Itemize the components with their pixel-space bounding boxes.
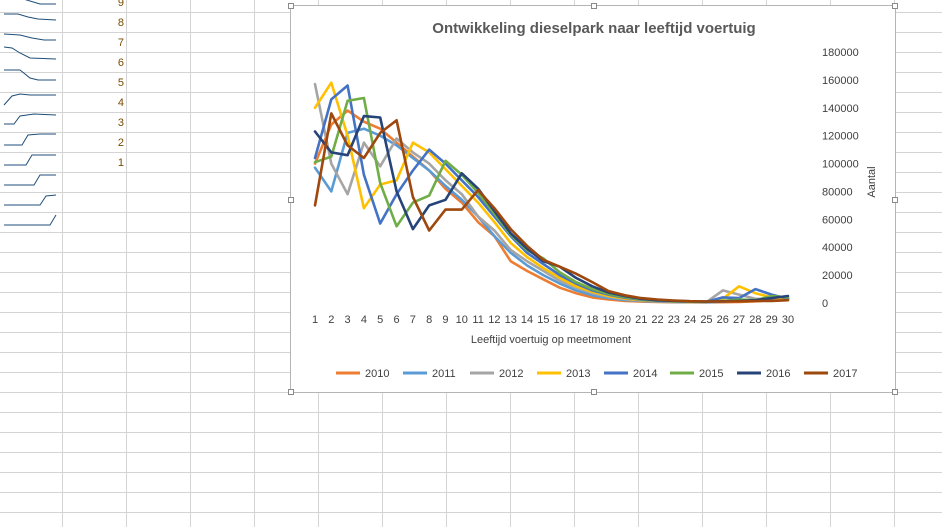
series-line-2017	[313, 112, 790, 303]
x-tick-label: 23	[668, 314, 680, 326]
x-tick-label: 18	[586, 314, 598, 326]
y-axis-title: Aantal	[866, 166, 878, 197]
legend-label-2012: 2012	[499, 368, 523, 380]
x-tick-label: 30	[782, 314, 794, 326]
resize-handle-bottom-left[interactable]	[288, 389, 294, 395]
cell-value: 5	[118, 77, 124, 89]
x-tick-label: 9	[442, 314, 448, 326]
x-tick-label: 16	[554, 314, 566, 326]
y-tick-label: 120000	[822, 131, 859, 143]
cell-value: 9	[118, 0, 124, 9]
x-tick-label: 20	[619, 314, 631, 326]
x-tick-label: 21	[635, 314, 647, 326]
y-tick-label: 0	[822, 298, 828, 310]
sparkline	[4, 174, 56, 186]
chart-title: Ontwikkeling dieselpark naar leeftijd vo…	[432, 20, 755, 37]
y-tick-label: 20000	[822, 270, 853, 282]
y-tick-label: 60000	[822, 214, 853, 226]
legend-label-2016: 2016	[766, 368, 790, 380]
sparkline	[4, 154, 56, 166]
sparkline	[4, 113, 57, 125]
sparkline	[4, 69, 56, 81]
x-tick-label: 8	[426, 314, 432, 326]
x-tick-label: 4	[361, 314, 367, 326]
chart-legend: 2010 2011 2012 2013 2014 2015 2016 2017	[336, 368, 857, 380]
legend-label-2013: 2013	[566, 368, 590, 380]
chart-area[interactable]: Ontwikkeling dieselpark naar leeftijd vo…	[288, 3, 898, 395]
x-tick-label: 11	[472, 314, 483, 326]
legend-label-2010: 2010	[365, 368, 389, 380]
x-tick-label: 27	[733, 314, 745, 326]
series-line-2014	[313, 84, 790, 304]
x-tick-label: 25	[700, 314, 712, 326]
x-tick-label: 13	[505, 314, 517, 326]
sparkline	[4, 194, 57, 206]
cell-value: 1	[118, 157, 124, 169]
x-tick-label: 29	[766, 314, 778, 326]
x-tick-label: 7	[410, 314, 416, 326]
resize-handle-bottom[interactable]	[591, 389, 597, 395]
resize-handle-top-right[interactable]	[892, 3, 898, 9]
x-axis-ticks: 1 2 3 4 5 6 7 8 9 10 11 12 13 14 15 16 17 18 19 20 21 22 23 24 2…	[312, 314, 794, 326]
y-tick-label: 40000	[822, 242, 853, 254]
cell-value: 7	[118, 37, 124, 49]
sparkline	[3, 93, 56, 106]
x-tick-label: 12	[488, 314, 500, 326]
cell-value: 3	[118, 117, 124, 129]
x-tick-label: 17	[570, 314, 582, 326]
x-tick-label: 14	[521, 314, 533, 326]
x-tick-label: 24	[684, 314, 696, 326]
x-tick-label: 15	[537, 314, 549, 326]
y-axis-ticks: 180000 160000 140000 120000 100000 80000 60000…	[822, 47, 859, 310]
sparkline	[4, 133, 56, 146]
resize-handle-top-left[interactable]	[288, 3, 294, 9]
y-tick-label: 100000	[822, 159, 859, 171]
resize-handle-bottom-right[interactable]	[892, 389, 898, 395]
x-tick-label: 3	[345, 314, 351, 326]
x-tick-label: 1	[312, 314, 318, 326]
sparkline	[3, 46, 57, 60]
y-tick-label: 160000	[822, 75, 859, 87]
legend-label-2017: 2017	[833, 368, 857, 380]
sparkline	[3, 33, 56, 41]
x-tick-label: 5	[377, 314, 383, 326]
cell-value: 4	[118, 97, 124, 109]
sparkline	[4, 214, 57, 226]
x-tick-label: 28	[749, 314, 761, 326]
x-tick-label: 2	[328, 314, 334, 326]
x-tick-label: 26	[717, 314, 729, 326]
y-tick-label: 140000	[822, 103, 859, 115]
y-tick-label: 80000	[822, 186, 853, 198]
legend-label-2014: 2014	[633, 368, 657, 380]
cell-value: 2	[118, 137, 124, 149]
resize-handle-right[interactable]	[892, 197, 898, 203]
x-tick-label: 22	[651, 314, 663, 326]
resize-handle-left[interactable]	[288, 197, 294, 203]
series-lines	[313, 81, 790, 304]
cell-value: 6	[118, 57, 124, 69]
sparkline	[4, 13, 57, 21]
x-tick-label: 10	[456, 314, 468, 326]
legend-label-2011: 2011	[432, 368, 456, 380]
cell-value: 8	[118, 17, 124, 29]
legend-label-2015: 2015	[699, 368, 723, 380]
resize-handle-top[interactable]	[591, 3, 597, 9]
x-tick-label: 6	[393, 314, 399, 326]
x-tick-label: 19	[602, 314, 614, 326]
line-chart: Ontwikkeling dieselpark naar leeftijd vo…	[312, 20, 878, 380]
x-axis-title: Leeftijd voertuig op meetmoment	[471, 334, 631, 346]
y-tick-label: 180000	[822, 47, 859, 59]
sparkline	[24, 0, 56, 5]
